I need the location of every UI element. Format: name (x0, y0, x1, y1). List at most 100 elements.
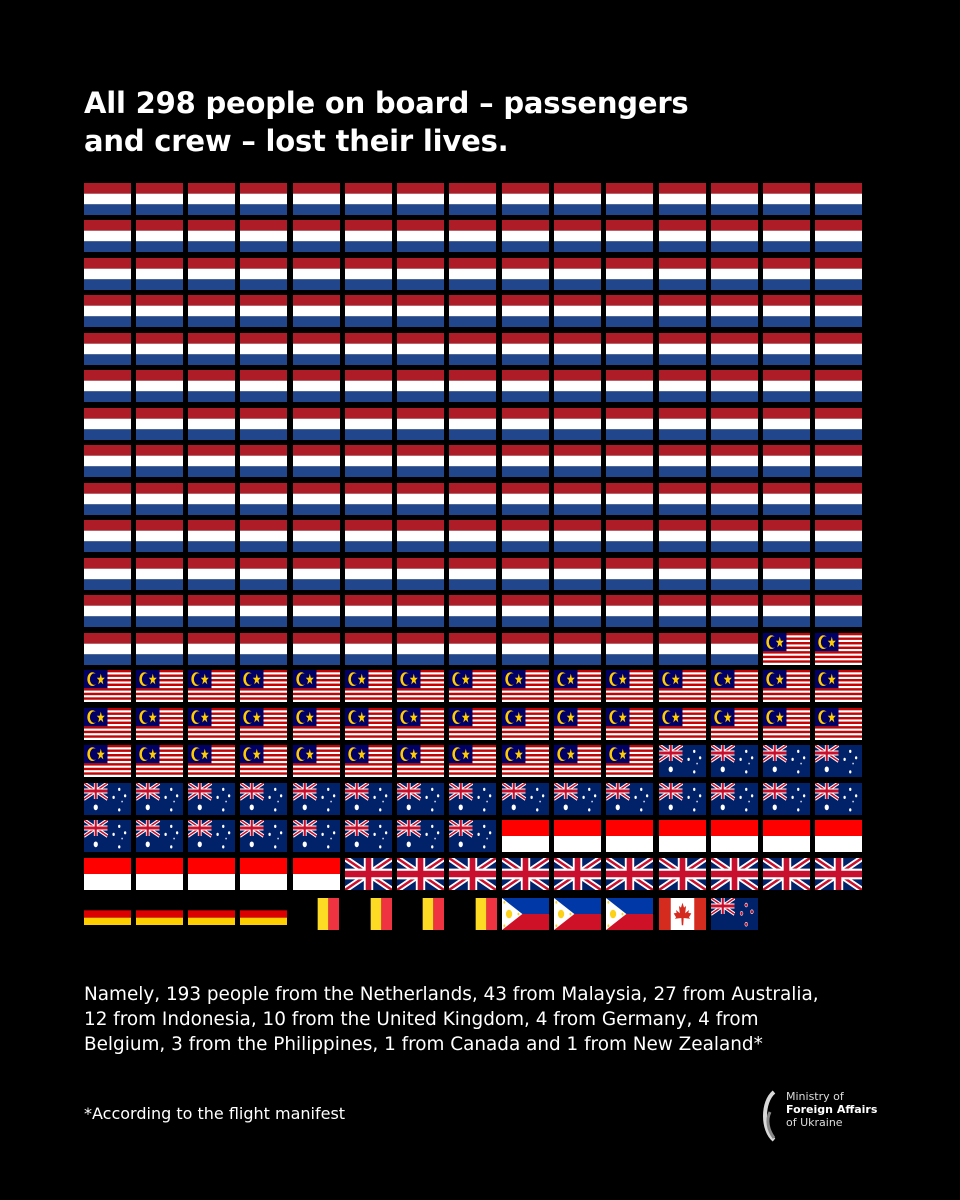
australia-flag (659, 783, 706, 815)
netherlands-flag (240, 333, 287, 365)
netherlands-flag (345, 558, 392, 590)
germany-flag (84, 903, 131, 925)
malaysia-flag (240, 745, 287, 777)
netherlands-flag (136, 183, 183, 215)
uk-flag (606, 858, 653, 890)
uk-flag (711, 858, 758, 890)
netherlands-flag (449, 445, 496, 477)
malaysia-flag (345, 708, 392, 740)
netherlands-flag (84, 483, 131, 515)
netherlands-flag (554, 333, 601, 365)
australia-flag (240, 820, 287, 852)
malaysia-flag (84, 745, 131, 777)
netherlands-flag (240, 408, 287, 440)
malaysia-flag (345, 670, 392, 702)
netherlands-flag (188, 258, 235, 290)
netherlands-flag (240, 633, 287, 665)
netherlands-flag (293, 258, 340, 290)
malaysia-flag (293, 670, 340, 702)
netherlands-flag (293, 370, 340, 402)
netherlands-flag (502, 183, 549, 215)
indonesia-flag (763, 820, 810, 852)
malaysia-flag (136, 708, 183, 740)
netherlands-flag (345, 595, 392, 627)
netherlands-flag (84, 220, 131, 252)
malaysia-flag (293, 708, 340, 740)
netherlands-flag (659, 295, 706, 327)
netherlands-flag (136, 483, 183, 515)
philippines-flag (554, 898, 601, 930)
netherlands-flag (449, 370, 496, 402)
belgium-flag (307, 898, 339, 930)
netherlands-flag (136, 633, 183, 665)
malaysia-flag (554, 670, 601, 702)
malaysia-flag (606, 708, 653, 740)
malaysia-flag (449, 745, 496, 777)
philippines-flag (502, 898, 549, 930)
netherlands-flag (240, 445, 287, 477)
footnote: *According to the flight manifest (84, 1104, 346, 1123)
malaysia-flag (188, 670, 235, 702)
netherlands-flag (711, 408, 758, 440)
netherlands-flag (659, 258, 706, 290)
uk-flag (659, 858, 706, 890)
netherlands-flag (815, 220, 862, 252)
netherlands-flag (502, 220, 549, 252)
malaysia-flag (554, 745, 601, 777)
netherlands-flag (397, 558, 444, 590)
australia-flag (449, 820, 496, 852)
malaysia-flag (763, 633, 810, 665)
netherlands-flag (815, 333, 862, 365)
indonesia-flag (84, 858, 131, 890)
netherlands-flag (763, 445, 810, 477)
australia-flag (345, 783, 392, 815)
netherlands-flag (659, 408, 706, 440)
netherlands-flag (554, 445, 601, 477)
indonesia-flag (502, 820, 549, 852)
breakdown-line-2: 12 from Indonesia, 10 from the United Ki… (84, 1009, 759, 1030)
netherlands-flag (502, 558, 549, 590)
netherlands-flag (554, 295, 601, 327)
netherlands-flag (397, 333, 444, 365)
indonesia-flag (188, 858, 235, 890)
malaysia-flag (711, 708, 758, 740)
netherlands-flag (606, 220, 653, 252)
australia-flag (815, 745, 862, 777)
australia-flag (397, 820, 444, 852)
malaysia-flag (136, 745, 183, 777)
breakdown-line-1: Namely, 193 people from the Netherlands,… (84, 984, 819, 1005)
indonesia-flag (554, 820, 601, 852)
netherlands-flag (345, 220, 392, 252)
indonesia-flag (711, 820, 758, 852)
netherlands-flag (554, 408, 601, 440)
netherlands-flag (397, 595, 444, 627)
netherlands-flag (84, 520, 131, 552)
netherlands-flag (659, 558, 706, 590)
malaysia-flag (659, 670, 706, 702)
indonesia-flag (293, 858, 340, 890)
australia-flag (449, 783, 496, 815)
netherlands-flag (606, 408, 653, 440)
netherlands-flag (188, 370, 235, 402)
germany-flag (188, 903, 235, 925)
netherlands-flag (293, 520, 340, 552)
malaysia-flag (397, 745, 444, 777)
netherlands-flag (711, 445, 758, 477)
australia-flag (711, 745, 758, 777)
netherlands-flag (449, 295, 496, 327)
netherlands-flag (606, 183, 653, 215)
australia-flag (711, 783, 758, 815)
indonesia-flag (136, 858, 183, 890)
netherlands-flag (711, 295, 758, 327)
indonesia-flag (815, 820, 862, 852)
netherlands-flag (345, 408, 392, 440)
netherlands-flag (659, 333, 706, 365)
malaysia-flag (188, 708, 235, 740)
belgium-flag (360, 898, 392, 930)
netherlands-flag (397, 295, 444, 327)
netherlands-flag (449, 183, 496, 215)
netherlands-flag (763, 333, 810, 365)
netherlands-flag (763, 520, 810, 552)
netherlands-flag (188, 183, 235, 215)
malaysia-flag (397, 670, 444, 702)
